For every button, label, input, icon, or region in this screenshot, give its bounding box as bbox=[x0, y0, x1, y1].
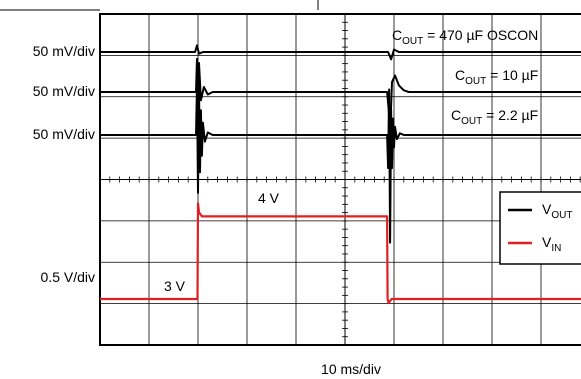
series-line-v-out-0 bbox=[100, 44, 581, 61]
scale-label: 50 mV/div bbox=[33, 126, 95, 142]
labels: 50 mV/div 50 mV/div 50 mV/div 0.5 V/div 4 V 3… bbox=[33, 27, 539, 377]
step-label-high: 4 V bbox=[258, 190, 280, 206]
channel-label-0: COUT = 470 µF OSCON bbox=[392, 27, 538, 47]
series-line-v-out-2 bbox=[100, 84, 581, 244]
channel-label-2: COUT = 2.2 µF bbox=[451, 107, 538, 127]
series-line-v-in-3 bbox=[100, 202, 581, 305]
channel-label-1: COUT = 10 µF bbox=[455, 67, 538, 87]
step-label-low: 3 V bbox=[164, 278, 186, 294]
grid bbox=[99, 13, 581, 346]
x-axis-label: 10 ms/div bbox=[321, 361, 381, 377]
scale-label: 50 mV/div bbox=[33, 83, 95, 99]
legend-label-in: VIN bbox=[542, 234, 561, 254]
scale-label: 0.5 V/div bbox=[41, 269, 95, 285]
legend-label-out: VOUT bbox=[542, 201, 572, 221]
legend: VOUT VIN bbox=[499, 191, 581, 265]
traces bbox=[100, 44, 581, 305]
scale-label: 50 mV/div bbox=[33, 43, 95, 59]
legend-box bbox=[499, 191, 581, 265]
